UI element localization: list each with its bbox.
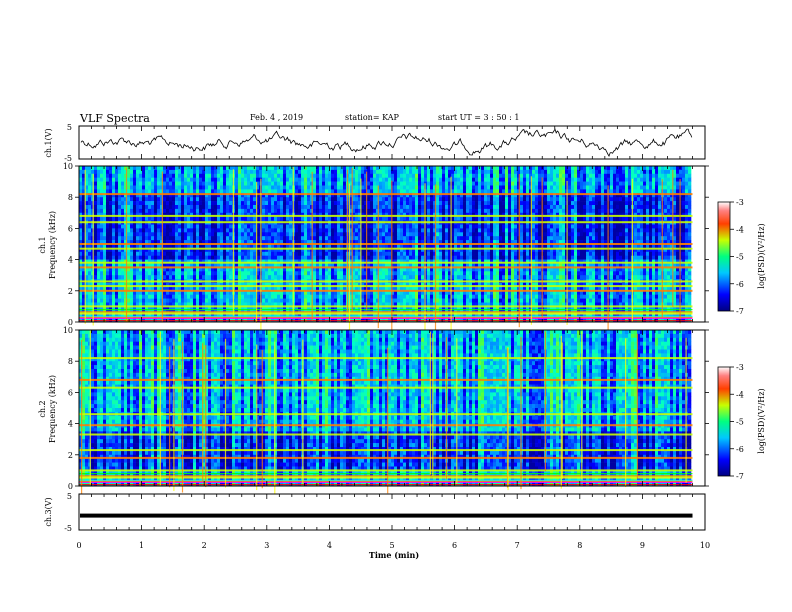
time-axis-label: Time (min) [369,550,419,560]
ch1-ytick-top: 5 [67,123,72,132]
ch2-colorbar-label: log(PSD)(V²/Hz) [757,388,766,453]
ch1-waveform-ylabel: ch.1(V) [44,128,53,157]
time-tick-label: 4 [327,541,332,550]
ch3-waveform-panel: 5 -5 ch.3(V) [44,492,706,533]
colorbar-tick-label: -4 [736,225,744,234]
freq-tick-label: 10 [63,162,73,171]
ch3-waveform-ylabel: ch.3(V) [44,497,53,526]
colorbar-tick-label: -7 [736,307,744,316]
ch1-spectrogram-ylabel-frequency: Frequency (kHz) [48,211,57,279]
ch1-waveform-panel: 5 -5 ch.1(V) [44,123,706,163]
time-axis-ticks: 0 1 2 3 4 5 6 7 8 9 10 [76,126,710,550]
freq-tick-label: 2 [68,287,73,296]
ch2-spectrogram-image [79,330,705,496]
time-tick-label: 1 [139,541,144,550]
ch3-ytick-top: 5 [67,492,72,501]
ch1-colorbar [717,201,731,312]
colorbar-tick-label: -7 [736,472,744,481]
ch1-waveform-line [80,128,693,158]
freq-tick-label: 10 [63,326,73,335]
header-station: station= KAP [345,113,399,122]
colorbar-tick-label: -3 [736,363,744,372]
time-tick-label: 9 [640,541,645,550]
freq-tick-label: 6 [68,224,73,233]
ch1-freq-ticks: 0 2 4 6 8 10 [63,162,709,327]
ch1-ytick-bottom: -5 [64,154,72,163]
time-tick-label: 3 [264,541,269,550]
ch1-colorbar-ticks: -3 -4 -5 -6 -7 [730,198,744,316]
colorbar-tick-label: -3 [736,198,744,207]
ch1-waveform-frame [78,125,706,160]
ch1-colorbar-label: log(PSD)(V²/Hz) [757,223,766,288]
ch2-freq-ticks: 0 2 4 6 8 10 [63,326,709,491]
colorbar-tick-label: -5 [736,418,744,427]
ch2-colorbar-ticks: -3 -4 -5 -6 -7 [730,363,744,481]
colorbar-tick-label: -6 [736,280,744,289]
time-tick-label: 10 [700,541,710,550]
freq-tick-label: 4 [68,256,73,265]
freq-tick-label: 2 [68,451,73,460]
time-tick-label: 6 [452,541,457,550]
ch2-colorbar [717,366,731,477]
colorbar-tick-label: -5 [736,253,744,262]
colorbar-tick-label: -6 [736,445,744,454]
ch3-waveform-frame [78,493,706,531]
time-tick-label: 5 [389,541,394,550]
freq-tick-label: 6 [68,388,73,397]
time-tick-label: 8 [577,541,582,550]
time-tick-label: 0 [76,541,81,550]
freq-tick-label: 0 [68,318,73,327]
header-start-time: start UT = 3 : 50 : 1 [438,113,520,122]
freq-tick-label: 8 [68,357,73,366]
header-date: Feb. 4 , 2019 [250,113,304,122]
colorbar-tick-label: -4 [736,390,744,399]
freq-tick-label: 4 [68,420,73,429]
header-title: VLF Spectra [80,112,150,125]
freq-tick-label: 8 [68,193,73,202]
ch2-spectrogram-ylabel-frequency: Frequency (kHz) [48,375,57,443]
ch3-ytick-bottom: -5 [64,524,72,533]
ch3-waveform-line [80,513,693,518]
freq-tick-label: 0 [68,482,73,491]
ch1-spectrogram-ylabel-channel: ch.1 [38,236,47,253]
time-tick-label: 2 [202,541,207,550]
ch1-spectrogram-image [79,166,705,340]
ch2-spectrogram-ylabel-channel: ch.2 [38,400,47,417]
time-tick-label: 7 [515,541,520,550]
